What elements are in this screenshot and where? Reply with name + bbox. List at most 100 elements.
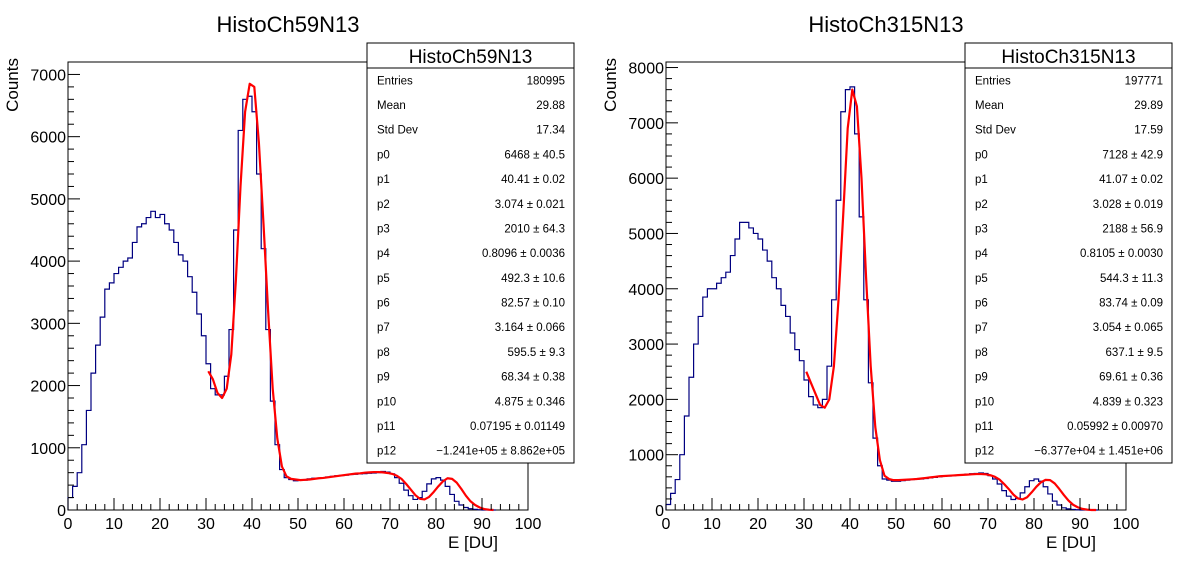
histogram-bin [891, 481, 896, 510]
stats-row-label: p10 [975, 396, 994, 408]
stats-row-label: p9 [975, 372, 988, 384]
stats-row-label: p3 [377, 223, 390, 235]
stats-box-frame [964, 42, 1173, 464]
histogram-bin [344, 475, 349, 510]
histogram-bin [1034, 479, 1039, 510]
histogram-bin [413, 499, 418, 510]
x-tick-label: 70 [979, 516, 997, 533]
histogram-bin [284, 478, 289, 510]
stats-row-value: −6.377e+04 ± 1.451e+06 [1034, 446, 1163, 458]
histogram-bin [887, 480, 892, 510]
histogram-bin [353, 474, 358, 510]
y-tick-label: 5000 [30, 192, 66, 209]
stats-row-value: 83.74 ± 0.09 [1099, 298, 1163, 310]
histogram-bin [183, 261, 188, 510]
x-tick-label: 80 [1025, 516, 1043, 533]
histogram-bin [128, 258, 133, 510]
histogram-bin [454, 501, 459, 510]
histogram-bin [215, 395, 220, 510]
y-tick-label: 4000 [30, 254, 66, 271]
x-tick-label: 50 [289, 516, 307, 533]
histogram-bin [339, 475, 344, 510]
histogram-bin [749, 228, 754, 510]
histogram-bin [956, 475, 961, 510]
histogram-bin [997, 484, 1002, 510]
histogram-bin [280, 470, 285, 510]
histogram-bin [855, 134, 860, 510]
histogram-bin [197, 314, 202, 510]
histogram-bin [169, 230, 174, 510]
histogram-bin [873, 438, 878, 510]
stats-row-value: 40.41 ± 0.02 [501, 174, 565, 186]
histogram-bin [974, 473, 979, 510]
x-tick-label: 20 [151, 516, 169, 533]
stats-box: HistoCh59N13 Entries 180995 Mean 29.88 Std De… [366, 42, 575, 464]
histogram-bin [372, 473, 377, 510]
histogram-bin [114, 274, 119, 510]
y-axis-label: Counts [3, 58, 22, 112]
histogram-bin [201, 336, 206, 510]
histogram-bin [776, 289, 781, 510]
histogram-bin [303, 480, 308, 510]
histogram-bin [96, 345, 101, 510]
stats-row-value: 0.07195 ± 0.01149 [470, 421, 565, 433]
histogram-bin [772, 278, 777, 510]
y-tick-label: 4000 [628, 282, 664, 299]
stats-row-label: p1 [377, 174, 390, 186]
histogram-bin [864, 300, 869, 510]
x-tick-label: 90 [473, 516, 491, 533]
histogram-bin [243, 99, 248, 510]
histogram-bin [178, 255, 183, 510]
histogram-bin [836, 200, 841, 510]
x-tick-label: 10 [105, 516, 123, 533]
histogram-bin [919, 479, 924, 510]
histogram-bin [188, 277, 193, 510]
histogram-bin [763, 250, 768, 510]
stats-row-value: 180995 [527, 75, 565, 87]
histogram-bin [399, 483, 404, 510]
stats-row-label: p8 [377, 347, 390, 359]
stats-row-label: p0 [975, 149, 988, 161]
stats-row-value: 0.8096 ± 0.0036 [482, 248, 565, 260]
histogram-bin [174, 242, 179, 510]
y-tick-label: 3000 [30, 316, 66, 333]
stats-row-label: p11 [377, 421, 395, 433]
histogram-bin [450, 494, 455, 510]
histogram-bin [326, 477, 331, 510]
histogram-bin [91, 373, 96, 510]
histogram-bin [965, 474, 970, 510]
histogram-bin [100, 317, 105, 510]
histogram-bin [1043, 487, 1048, 510]
histogram-bin [933, 477, 938, 510]
x-tick-label: 0 [662, 516, 671, 533]
x-tick-label: 60 [335, 516, 353, 533]
stats-row-label: p4 [975, 248, 988, 260]
stats-row-value: −1.241e+05 ± 8.862e+05 [436, 446, 565, 458]
histogram-bin [224, 376, 229, 510]
histogram-bin [206, 364, 211, 510]
histogram-bin [1039, 481, 1044, 510]
histogram-bin [744, 222, 749, 510]
stats-row-value: 17.34 [536, 125, 565, 137]
histogram-bin [1006, 496, 1011, 510]
histogram-bin [896, 481, 901, 510]
y-tick-label: 0 [57, 503, 66, 520]
histogram-bin [358, 474, 363, 510]
histogram-bin [983, 473, 988, 510]
stats-row-label: p8 [975, 347, 988, 359]
histogram-bin [905, 480, 910, 510]
histogram-bin [1011, 499, 1016, 510]
histogram-bin [155, 218, 160, 510]
histogram-bin [942, 476, 947, 510]
histogram-bin [77, 473, 82, 510]
histogram-bin [970, 474, 975, 510]
stats-row-label: p9 [377, 372, 390, 384]
histogram-bin [726, 272, 731, 510]
histogram-bin [850, 87, 855, 510]
stats-row-label: p3 [975, 223, 988, 235]
stats-row-label: p6 [975, 298, 988, 310]
histogram-bin [703, 297, 708, 510]
stats-row-value: 41.07 ± 0.02 [1099, 174, 1163, 186]
